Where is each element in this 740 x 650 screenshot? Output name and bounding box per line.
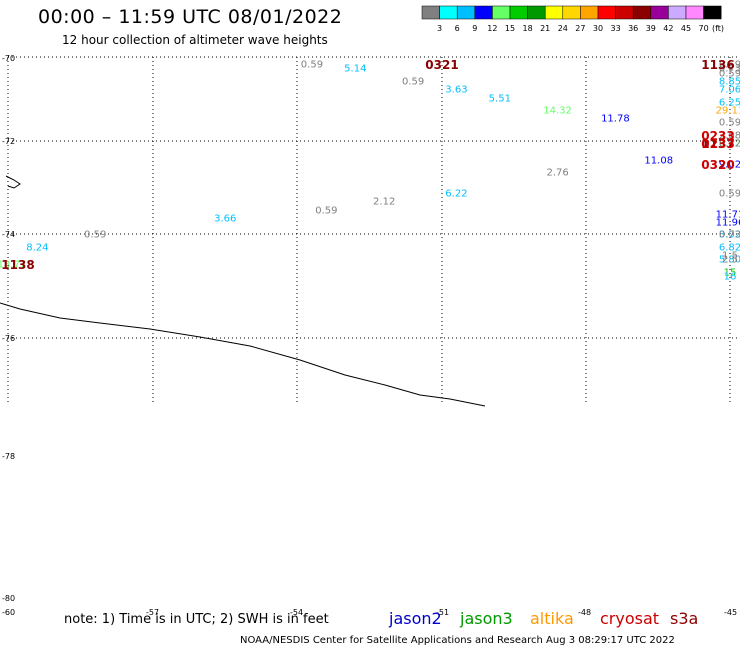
wave-height-value: 0.59 [718, 188, 740, 200]
wave-height-value: 0.59 [718, 117, 740, 129]
page-title: 00:00 – 11:59 UTC 08/01/2022 [38, 6, 343, 28]
colorbar-tick-label: 42 [663, 24, 673, 33]
footer-note: note: 1) Time is in UTC; 2) SWH is in fe… [64, 612, 329, 627]
wave-height-value: 0.73 [718, 63, 740, 75]
satellite-legend-item: cryosat [600, 609, 660, 628]
wave-height-value: 6.22 [445, 188, 468, 200]
wave-height-value: 15 [723, 267, 737, 279]
pass-time-label: 0233 [701, 128, 735, 143]
wave-height-value: 8.85 [718, 76, 740, 88]
wave-height-value: 5.51 [488, 93, 511, 104]
satellite-legend-item: altika [530, 609, 574, 628]
latitude-label: -70 [2, 54, 16, 63]
wave-height-value: 0.73 [718, 229, 740, 241]
colorbar-tick-label: 45 [681, 24, 691, 33]
colorbar-tick-label: 27 [575, 24, 585, 33]
pass-time-label: 1137 [701, 137, 735, 152]
wave-height-value: 1.5 [722, 250, 738, 262]
wave-height-value: 0.82 [718, 138, 740, 150]
longitude-label: -45 [724, 608, 738, 617]
colorbar-tick-label: 15 [505, 24, 515, 33]
colorbar-tick-label: 30 [593, 24, 603, 33]
wave-height-value: 11.78 [601, 113, 630, 125]
longitude-label: -54 [290, 608, 304, 617]
wave-height-value: 11.96 [715, 217, 740, 229]
wave-height-value: 8.24 [26, 242, 49, 254]
wave-height-value: 3.02 [718, 229, 740, 241]
wave-height-value: 29.11 [715, 105, 740, 117]
footer-credit: NOAA/NESDIS Center for Satellite Applica… [240, 635, 675, 646]
wave-height-value: 5.80 [718, 254, 740, 266]
colorbar-tick-label: 18 [523, 24, 533, 33]
coastline-fragment [5, 175, 21, 189]
satellite-legend-item: jason2 [389, 609, 442, 628]
longitude-label: -57 [146, 608, 160, 617]
wave-height-value: 5.14 [344, 63, 367, 75]
pass-time-label: 0233 [701, 137, 735, 152]
wave-height-value: 6.82 [718, 242, 740, 254]
colorbar-tick-label: 70 [699, 24, 709, 33]
satellite-legend-item: jason3 [460, 609, 513, 628]
wave-height-value: 2.76 [546, 167, 569, 179]
wave-height-value: 2.08 [718, 130, 740, 142]
colorbar-tick-label: 24 [558, 24, 568, 33]
wave-height-value: 0.59 [315, 205, 338, 217]
longitude-label: -51 [436, 608, 450, 617]
wave-height-value: 2.12 [373, 196, 396, 208]
latitude-label: -80 [2, 594, 16, 603]
wave-height-value: 8.77 [718, 138, 740, 150]
colorbar-tick-label: 9 [472, 24, 477, 33]
map-canvas [0, 56, 740, 407]
wave-height-value: 16 [723, 271, 737, 283]
colorbar-legend: 3 6 9 12 15 18 21 24 27 30 33 36 39 42 45 70 (ft) [421, 5, 724, 33]
page-subtitle: 12 hour collection of altimeter wave hei… [62, 33, 328, 47]
wave-height-value: 0.59 [718, 68, 740, 80]
wave-height-value: 13.77 [0, 259, 27, 270]
colorbar-tick-label: 6 [455, 24, 460, 33]
graticule [7, 56, 740, 405]
wave-height-value: 0.59 [84, 229, 107, 241]
colorbar-tick-label: 3 [437, 24, 442, 33]
latitude-label: -76 [2, 334, 16, 343]
latitude-label: -78 [2, 452, 16, 461]
pass-time-label: 1138 [1, 257, 35, 272]
wave-height-value: 11.71 [715, 209, 740, 221]
pass-time-label: 1136 [701, 58, 735, 73]
coastline [0, 302, 486, 407]
wave-height-value: 6.25 [718, 97, 740, 109]
pass-time-label: 0321 [425, 58, 459, 73]
wave-height-value: 3.63 [445, 84, 468, 96]
colorbar-tick-label: 39 [646, 24, 656, 33]
longitude-label: -48 [578, 608, 592, 617]
wave-height-value: 2.5 [722, 254, 738, 266]
colorbar-swatch [703, 5, 722, 20]
wave-height-value: 0.59 [718, 59, 740, 71]
wave-height-value: 7.06 [718, 84, 740, 96]
wave-height-value: 0.59 [300, 59, 324, 71]
colorbar-tick-label: 33 [611, 24, 621, 33]
wave-height-value: 3.66 [214, 213, 237, 225]
satellite-legend-item: s3a [670, 609, 699, 628]
longitude-label: -60 [2, 608, 16, 617]
colorbar-tick-label: 36 [628, 24, 638, 33]
colorbar-unit: (ft) [712, 24, 724, 33]
pass-time-label: 0320 [701, 157, 735, 172]
colorbar-tick-label: 21 [540, 24, 550, 33]
wave-height-value: 0.59 [401, 76, 425, 88]
wave-height-value: 11.08 [644, 155, 674, 167]
wave-height-value: 9.02 [718, 159, 740, 171]
latitude-label: -72 [2, 137, 16, 146]
colorbar-tick-label: 12 [487, 24, 497, 33]
wave-height-value: 14.32 [543, 105, 572, 117]
latitude-label: -74 [2, 230, 16, 239]
